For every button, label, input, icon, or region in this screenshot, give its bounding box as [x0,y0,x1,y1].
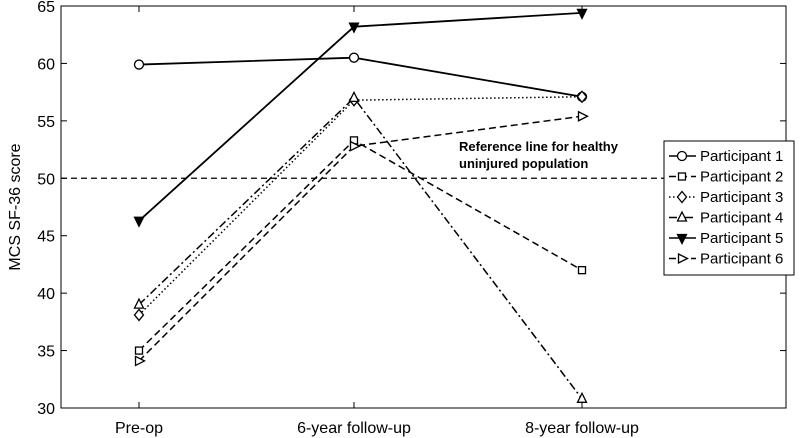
legend-items: Participant 1 Participant 2 Participant 3 P… [669,148,783,268]
y-tick-label: 50 [37,171,55,188]
legend-item: Participant 2 [669,169,783,186]
data-point [134,355,146,367]
y-tick-label: 60 [37,56,55,73]
data-point [577,266,587,275]
series-line [138,95,583,316]
series-group [133,8,589,403]
x-tick-label: Pre-op [115,420,163,437]
data-point [133,59,145,70]
legend-item: Participant 5 [669,230,783,247]
legend-label: Participant 3 [700,189,783,206]
reference-annotation-line-2: uninjured population [459,156,588,171]
legend-label: Participant 5 [700,230,783,247]
legend-item: Participant 6 [669,251,783,268]
data-point [576,90,588,104]
legend-item: Participant 4 [669,210,783,227]
data-point [134,346,144,355]
data-point [348,52,360,63]
data-point [349,140,361,152]
data-point [133,308,145,322]
data-point [576,8,588,20]
data-point [577,110,589,122]
y-tick-label: 55 [37,114,55,131]
data-point [676,150,688,162]
series-line [138,96,583,400]
legend-label: Participant 4 [700,210,783,227]
x-tick-label: 8-year follow-up [525,420,639,437]
y-tick-label: 35 [37,344,55,361]
legend-item: Participant 3 [669,189,783,206]
reference-annotation-line-1: Reference line for healthy [459,139,619,154]
axes-ticks: 30 35 40 45 50 55 60 65 Pre-op 6-year follow-up 8-… [37,0,786,437]
y-tick-label: 65 [37,0,55,16]
data-point [133,216,145,228]
data-point [677,172,687,181]
data-point [676,190,688,204]
y-tick-label: 30 [37,401,55,418]
data-point [676,233,688,245]
y-tick-label: 45 [37,229,55,246]
legend-label: Participant 6 [700,251,783,268]
data-point [133,297,145,309]
data-point [576,391,588,403]
legend-box [663,140,795,276]
y-tick-label: 40 [37,286,55,303]
legend-label: Participant 2 [700,169,783,186]
legend-item: Participant 1 [669,148,783,165]
series-participant-6 [134,110,589,367]
y-axis-label: MCS SF-36 score [7,143,24,270]
x-tick-label: 6-year follow-up [297,420,411,437]
series-participant-5 [133,8,588,228]
legend: Participant 1 Participant 2 Participant 3 P… [663,140,795,276]
series-participant-4 [133,90,588,403]
data-point [348,22,360,34]
legend-label: Participant 1 [700,148,783,165]
data-point [348,90,360,103]
data-point [676,210,688,222]
data-point [677,252,689,265]
